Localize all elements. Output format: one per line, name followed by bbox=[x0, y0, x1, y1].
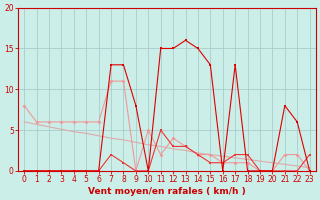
X-axis label: Vent moyen/en rafales ( km/h ): Vent moyen/en rafales ( km/h ) bbox=[88, 187, 246, 196]
